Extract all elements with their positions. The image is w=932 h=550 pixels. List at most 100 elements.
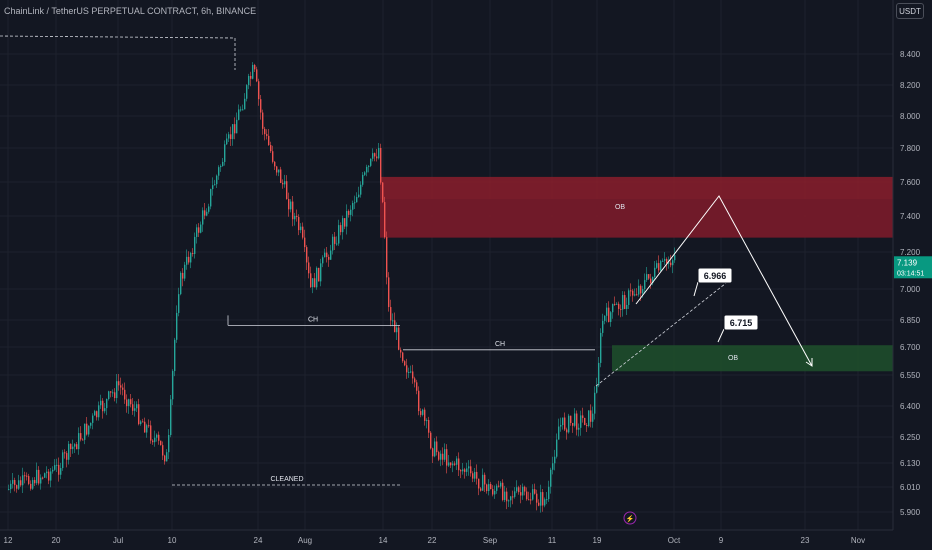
candle-body — [288, 199, 290, 210]
candle-body — [492, 489, 494, 495]
candle-body — [540, 492, 542, 506]
cleaned-label: CLEANED — [270, 476, 303, 483]
candle-body — [554, 456, 556, 464]
candle-body — [496, 485, 498, 491]
candle-body — [650, 278, 652, 284]
candle-body — [500, 482, 502, 487]
currency-button[interactable]: USDT — [896, 3, 924, 19]
candle-body — [86, 423, 88, 435]
candle-body — [356, 196, 358, 203]
candle-body — [132, 404, 134, 411]
candle-body — [300, 226, 302, 231]
current-price-value: 7.139 — [897, 258, 918, 267]
projection-arrowhead — [805, 358, 813, 367]
candle-body — [42, 477, 44, 479]
candle-body — [636, 294, 638, 296]
x-tick-label: 23 — [801, 536, 810, 545]
candle-body — [486, 484, 488, 492]
candle-body — [380, 148, 382, 183]
candle-body — [530, 499, 532, 501]
candle-body — [508, 500, 510, 502]
candle-body — [634, 294, 636, 296]
candle-body — [164, 455, 166, 462]
candle-body — [460, 470, 462, 472]
candle-body — [92, 415, 94, 423]
candle-body — [422, 409, 424, 415]
lightning-icon: ⚡ — [626, 514, 635, 523]
candle-body — [534, 489, 536, 494]
candle-body — [416, 382, 418, 391]
candle-body — [582, 415, 584, 418]
candle-body — [128, 399, 130, 407]
candle-body — [218, 167, 220, 176]
candle-body — [556, 439, 558, 457]
candle-body — [384, 202, 386, 238]
candle-body — [276, 166, 278, 173]
ch-label-2: CH — [495, 341, 505, 348]
candle-body — [136, 404, 138, 409]
candle-body — [514, 491, 516, 497]
candle-body — [398, 327, 400, 350]
event-marker-icon[interactable] — [623, 511, 637, 525]
candle-body — [60, 468, 62, 475]
candle-body — [446, 449, 448, 466]
candle-body — [306, 247, 308, 263]
candle-body — [546, 499, 548, 501]
candle-body — [392, 320, 394, 322]
candle-body — [528, 499, 530, 501]
candle-body — [456, 458, 458, 465]
candle-body — [440, 453, 442, 460]
top-dashed-line — [0, 35, 236, 39]
candle-body — [186, 256, 188, 265]
candle-body — [224, 144, 226, 162]
candle-body — [454, 463, 456, 465]
candle-body — [466, 468, 468, 472]
candle-body — [614, 303, 616, 305]
candle-body — [616, 303, 618, 305]
candle-body — [24, 475, 26, 477]
candle-body — [202, 210, 204, 225]
candle-body — [406, 365, 408, 373]
candle-body — [478, 478, 480, 489]
candle-body — [38, 469, 40, 484]
candle-body — [348, 211, 350, 215]
candle-body — [382, 182, 384, 203]
candle-body — [332, 236, 334, 251]
candle-body — [362, 174, 364, 185]
candle-body — [274, 161, 276, 167]
candle-body — [68, 443, 70, 460]
candle-body — [234, 124, 236, 134]
candle-body — [412, 371, 414, 379]
y-tick-label: 8.400 — [900, 50, 921, 59]
candle-body — [608, 307, 610, 322]
candle-body — [576, 413, 578, 430]
candle-body — [522, 486, 524, 496]
candle-body — [204, 210, 206, 216]
candle-body — [62, 452, 64, 469]
candle-body — [502, 482, 504, 500]
candle-body — [78, 433, 80, 450]
candle-body — [368, 165, 370, 167]
candle-body — [28, 476, 30, 484]
candle-body — [154, 437, 156, 443]
candle-body — [246, 85, 248, 99]
candle-body — [10, 483, 12, 490]
candle-body — [268, 135, 270, 146]
candle-body — [386, 237, 388, 278]
candle-body — [14, 479, 16, 486]
candle-body — [18, 480, 20, 489]
candle-body — [296, 215, 298, 218]
x-tick-label: 19 — [593, 536, 602, 545]
candle-body — [194, 236, 196, 254]
candle-body — [432, 448, 434, 457]
candle-body — [352, 203, 354, 210]
bar-countdown: 03:14:51 — [897, 270, 924, 277]
candle-body — [220, 166, 222, 168]
candle-body — [32, 479, 34, 489]
y-tick-label: 7.000 — [900, 285, 921, 294]
candle-body — [142, 421, 144, 423]
candle-body — [550, 469, 552, 487]
y-tick-label: 6.400 — [900, 402, 921, 411]
